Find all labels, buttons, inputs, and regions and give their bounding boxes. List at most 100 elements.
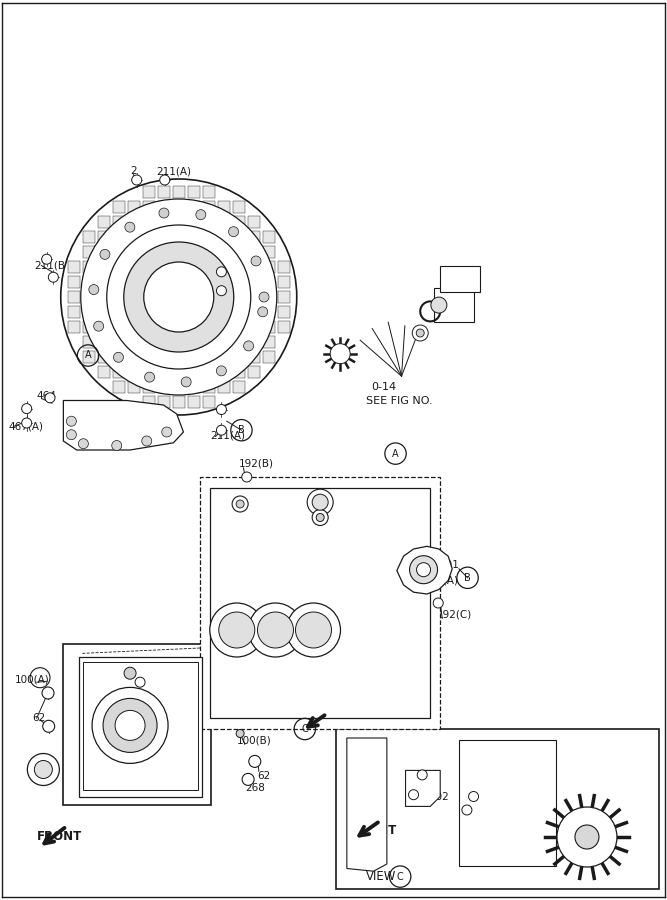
- Bar: [247, 291, 259, 303]
- Text: 0-14: 0-14: [371, 382, 396, 392]
- Bar: [83, 261, 95, 273]
- Circle shape: [181, 377, 191, 387]
- Bar: [128, 321, 140, 333]
- Circle shape: [81, 199, 277, 395]
- Circle shape: [196, 210, 206, 220]
- Bar: [277, 276, 289, 288]
- Bar: [113, 321, 125, 333]
- Circle shape: [124, 667, 136, 680]
- Text: 202: 202: [429, 792, 449, 803]
- Text: 103: 103: [27, 764, 47, 775]
- Bar: [113, 276, 125, 288]
- Circle shape: [135, 677, 145, 688]
- Text: 268: 268: [245, 783, 265, 794]
- Circle shape: [257, 612, 293, 648]
- Bar: [233, 261, 245, 273]
- Text: 191: 191: [331, 523, 352, 534]
- Text: 192(A): 192(A): [424, 575, 458, 586]
- Text: 464: 464: [37, 391, 57, 401]
- Bar: [233, 366, 245, 378]
- Bar: [173, 216, 185, 228]
- Bar: [98, 276, 110, 288]
- Circle shape: [217, 266, 226, 277]
- Bar: [98, 351, 110, 363]
- Bar: [336, 729, 659, 889]
- Text: 211(B): 211(B): [35, 260, 69, 271]
- Bar: [98, 291, 110, 303]
- Bar: [440, 266, 480, 292]
- Bar: [113, 261, 125, 273]
- Text: 179: 179: [412, 777, 432, 788]
- Bar: [203, 366, 215, 378]
- Bar: [263, 231, 275, 243]
- Text: 487: 487: [85, 260, 105, 271]
- Text: C: C: [397, 871, 404, 882]
- Circle shape: [557, 807, 617, 867]
- Bar: [277, 291, 289, 303]
- Bar: [217, 351, 229, 363]
- Bar: [173, 351, 185, 363]
- Bar: [233, 351, 245, 363]
- Circle shape: [312, 509, 328, 526]
- Bar: [233, 381, 245, 393]
- Bar: [173, 396, 185, 408]
- Bar: [263, 246, 275, 258]
- Bar: [247, 321, 259, 333]
- Bar: [173, 381, 185, 393]
- Bar: [98, 366, 110, 378]
- Bar: [113, 381, 125, 393]
- Bar: [217, 261, 229, 273]
- Bar: [203, 231, 215, 243]
- Bar: [158, 381, 170, 393]
- Circle shape: [210, 603, 263, 657]
- Circle shape: [259, 292, 269, 302]
- Bar: [113, 291, 125, 303]
- Bar: [173, 231, 185, 243]
- Circle shape: [125, 222, 135, 232]
- Bar: [158, 186, 170, 198]
- Circle shape: [434, 598, 443, 608]
- Text: 373: 373: [474, 812, 494, 823]
- Bar: [158, 201, 170, 213]
- Circle shape: [307, 490, 333, 515]
- Circle shape: [162, 427, 171, 437]
- Bar: [128, 261, 140, 273]
- Bar: [79, 657, 202, 796]
- Text: A: A: [85, 350, 91, 361]
- Bar: [217, 366, 229, 378]
- Bar: [203, 381, 215, 393]
- Bar: [277, 261, 289, 273]
- Circle shape: [107, 225, 251, 369]
- Bar: [233, 336, 245, 348]
- Bar: [203, 201, 215, 213]
- Bar: [217, 201, 229, 213]
- Bar: [247, 261, 259, 273]
- Circle shape: [35, 760, 52, 778]
- Bar: [173, 201, 185, 213]
- Circle shape: [242, 472, 251, 482]
- Circle shape: [124, 242, 233, 352]
- Text: SEE FIG NO.: SEE FIG NO.: [467, 769, 529, 779]
- Circle shape: [462, 805, 472, 815]
- Circle shape: [217, 404, 226, 415]
- Bar: [83, 306, 95, 318]
- Bar: [247, 366, 259, 378]
- Bar: [113, 366, 125, 378]
- Bar: [233, 321, 245, 333]
- Circle shape: [144, 262, 213, 332]
- Bar: [128, 246, 140, 258]
- Bar: [143, 336, 155, 348]
- Bar: [217, 381, 229, 393]
- Bar: [98, 261, 110, 273]
- Bar: [83, 246, 95, 258]
- Bar: [68, 261, 80, 273]
- Bar: [217, 231, 229, 243]
- Bar: [68, 291, 80, 303]
- Circle shape: [249, 603, 302, 657]
- Text: FRONT: FRONT: [37, 831, 82, 843]
- Text: 62: 62: [32, 713, 45, 724]
- Bar: [68, 276, 80, 288]
- Circle shape: [67, 416, 76, 427]
- Circle shape: [469, 791, 478, 802]
- Bar: [83, 231, 95, 243]
